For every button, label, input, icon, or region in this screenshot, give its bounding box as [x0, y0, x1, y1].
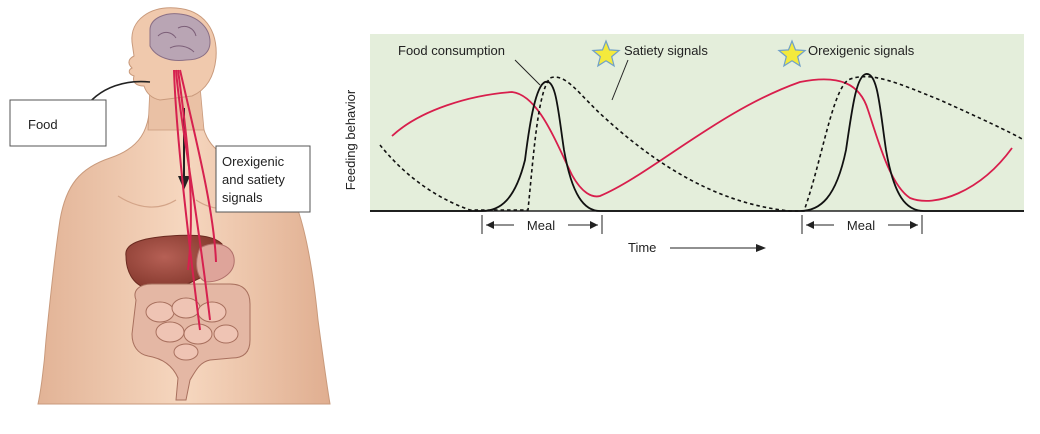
food-label: Food — [28, 117, 58, 132]
stomach-icon — [196, 243, 235, 283]
signals-callout: Orexigenic and satiety signals — [215, 145, 311, 213]
orexigenic-curve — [391, 78, 1013, 202]
meal-bracket-1: Meal — [481, 215, 603, 234]
meal-bracket-2: Meal — [801, 215, 923, 234]
star-icon — [777, 39, 807, 68]
meal-label-2: Meal — [847, 218, 875, 233]
x-axis-label: Time — [628, 240, 656, 255]
legend-satiety-signals: Satiety signals — [624, 43, 708, 58]
food-callout: Food — [9, 99, 107, 147]
signals-box — [215, 145, 311, 213]
signals-label-line-1: Orexigenic — [222, 154, 285, 169]
head-icon — [128, 7, 217, 101]
anatomy-illustration: Food Orexigenic and satiety signals — [9, 7, 331, 405]
legend-food-consumption: Food consumption — [398, 43, 505, 58]
meal-label-1: Meal — [527, 218, 555, 233]
chart-background — [370, 34, 1024, 211]
y-axis-label: Feeding behavior — [343, 89, 358, 190]
satiety-curve — [379, 75, 1025, 212]
signals-label-line-2: and satiety — [222, 172, 285, 187]
legend-orexigenic-signals: Orexigenic signals — [808, 43, 915, 58]
star-icon — [591, 39, 621, 68]
small-intestine — [145, 297, 239, 361]
feeding-chart: Feeding behavior Food consumption Satiet… — [343, 34, 1025, 255]
brain-icon — [149, 13, 211, 61]
food-box — [9, 99, 107, 147]
signals-label-line-3: signals — [222, 190, 263, 205]
nerve-signal-lines — [173, 69, 217, 331]
food-consumption-curve — [370, 73, 1024, 212]
